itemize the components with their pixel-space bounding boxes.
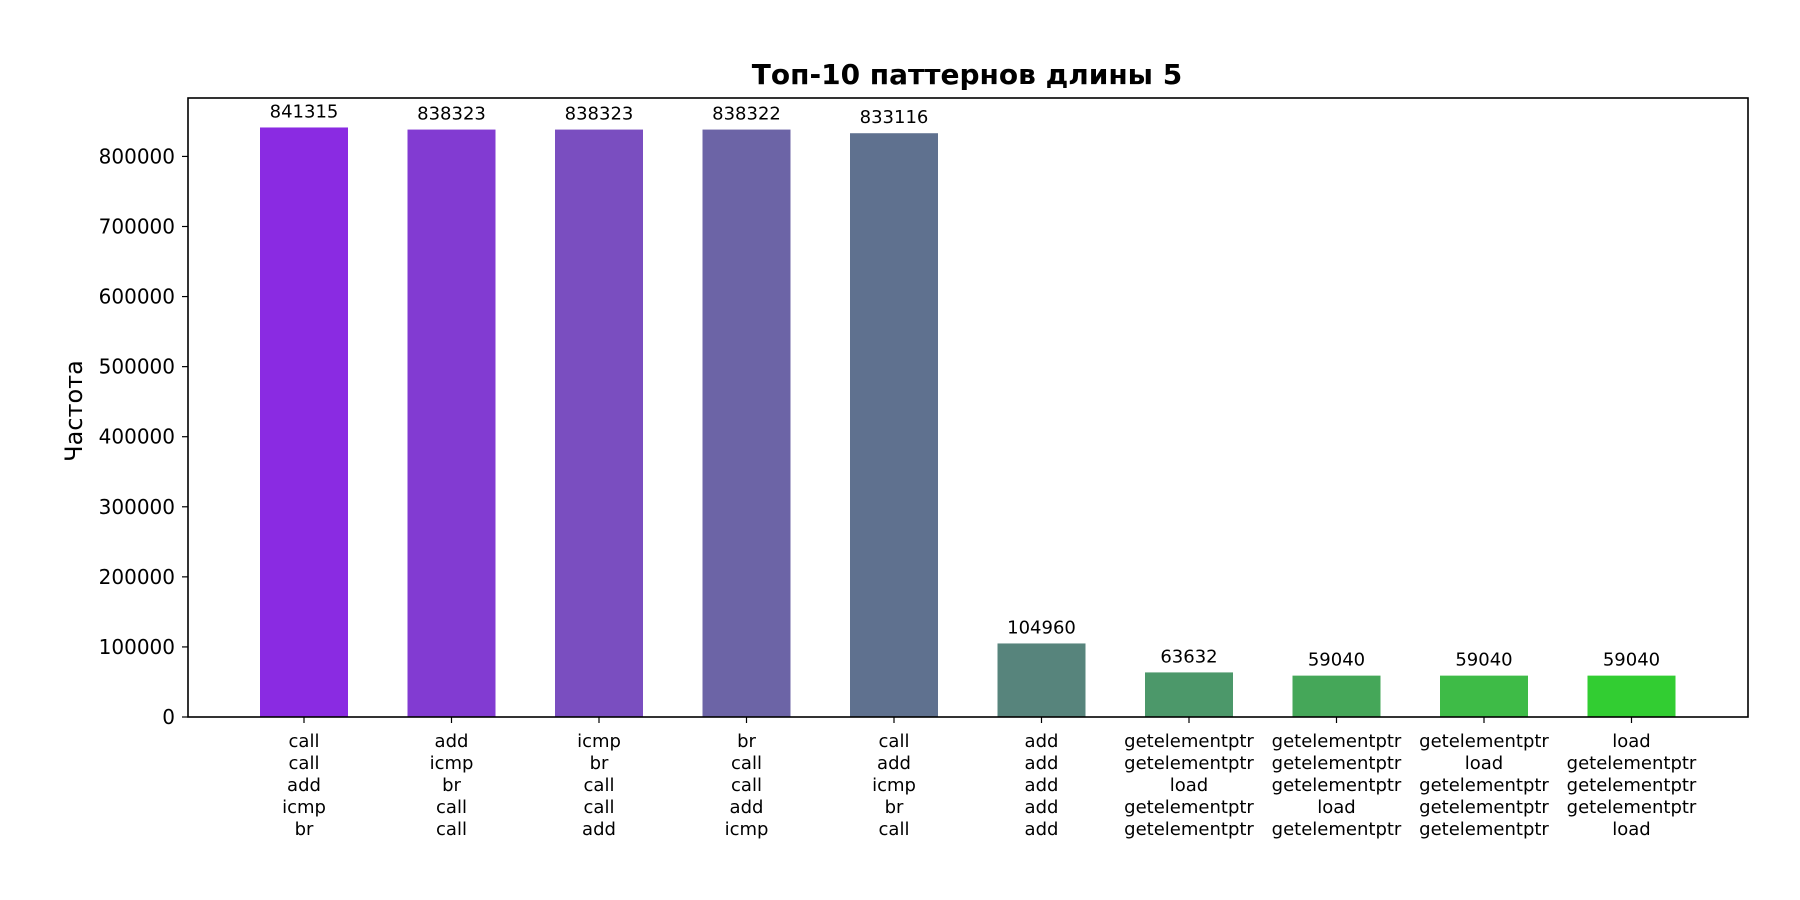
bar	[1292, 675, 1381, 717]
x-tick-label: call	[436, 819, 467, 840]
x-tick-label: load	[1170, 775, 1208, 796]
x-tick-label: load	[1612, 819, 1650, 840]
x-tick-label: br	[442, 775, 461, 796]
x-tick-label: call	[584, 775, 615, 796]
bar	[850, 133, 938, 717]
bar	[555, 129, 643, 718]
bar-value-labels: 841315 838323 838323 838322 833116 104960 6363…	[270, 101, 1660, 670]
bar-value-label: 841315	[270, 101, 339, 122]
y-tick-label: 500000	[99, 355, 175, 379]
x-tick-label: getelementptr	[1567, 775, 1697, 796]
x-tick-label: getelementptr	[1419, 775, 1549, 796]
x-tick-label: add	[730, 797, 764, 818]
x-tick-label: call	[289, 731, 320, 752]
y-axis-label: Частота	[60, 360, 88, 462]
x-tick-label: getelementptr	[1419, 819, 1549, 840]
x-tick-label: icmp	[282, 797, 326, 818]
x-tick-label: icmp	[577, 731, 621, 752]
x-tick-label: getelementptr	[1419, 797, 1549, 818]
x-tick-label: getelementptr	[1419, 731, 1549, 752]
x-tick-label: load	[1317, 797, 1355, 818]
x-tick-label: call	[584, 797, 615, 818]
x-tick-label: add	[1025, 731, 1059, 752]
bar-value-label: 63632	[1160, 646, 1217, 667]
bar-value-label: 838323	[565, 104, 634, 125]
x-tick-label: call	[879, 819, 910, 840]
bar	[702, 129, 791, 717]
x-tick-label: getelementptr	[1272, 753, 1402, 774]
x-tick-label: load	[1612, 731, 1650, 752]
bar	[407, 129, 496, 718]
x-axis: callcalladdicmpbraddicmpbrcallcallicmpbr…	[282, 717, 1697, 840]
x-tick-label: add	[287, 775, 321, 796]
bar	[1440, 675, 1528, 717]
bar	[1145, 672, 1233, 717]
bar	[1587, 675, 1676, 717]
x-tick-label: getelementptr	[1124, 731, 1254, 752]
x-tick-label: getelementptr	[1272, 775, 1402, 796]
x-tick-label: icmp	[725, 819, 769, 840]
x-tick-label: call	[289, 753, 320, 774]
bar-value-label: 838323	[417, 104, 486, 125]
y-axis: 0 100000 200000 300000 400000 500000 600000 700…	[99, 144, 188, 729]
x-tick-label: add	[435, 731, 469, 752]
x-tick-label: call	[731, 775, 762, 796]
x-tick-label: add	[582, 819, 616, 840]
bar-value-label: 833116	[860, 107, 929, 128]
x-tick-label: add	[1025, 775, 1059, 796]
x-tick-label: load	[1465, 753, 1503, 774]
bar-value-label: 59040	[1455, 650, 1512, 671]
y-tick-label: 600000	[99, 285, 175, 309]
x-tick-label: br	[590, 753, 609, 774]
y-tick-label: 200000	[99, 565, 175, 589]
x-tick-label: call	[731, 753, 762, 774]
chart-title: Топ-10 паттернов длины 5	[752, 58, 1182, 91]
x-tick-label: getelementptr	[1124, 753, 1254, 774]
x-tick-label: add	[1025, 819, 1059, 840]
y-tick-label: 800000	[99, 144, 175, 168]
x-tick-label: getelementptr	[1124, 797, 1254, 818]
bar-value-label: 59040	[1603, 650, 1660, 671]
x-tick-label: getelementptr	[1567, 753, 1697, 774]
y-tick-label: 700000	[99, 214, 175, 238]
x-tick-label: getelementptr	[1272, 731, 1402, 752]
x-tick-label: getelementptr	[1567, 797, 1697, 818]
x-tick-label: getelementptr	[1124, 819, 1254, 840]
bars	[260, 127, 1676, 718]
bar-value-label: 59040	[1308, 650, 1365, 671]
plot-frame	[187, 97, 1749, 718]
bar	[997, 643, 1086, 717]
x-tick-label: add	[877, 753, 911, 774]
x-tick-label: icmp	[872, 775, 916, 796]
y-tick-label: 400000	[99, 425, 175, 449]
x-tick-label: br	[885, 797, 904, 818]
bar-value-label: 104960	[1007, 617, 1076, 638]
x-tick-label: add	[1025, 797, 1059, 818]
x-tick-label: br	[295, 819, 314, 840]
x-tick-label: getelementptr	[1272, 819, 1402, 840]
x-tick-label: call	[436, 797, 467, 818]
x-tick-label: call	[879, 731, 910, 752]
bar-value-label: 838322	[712, 104, 781, 125]
y-tick-label: 0	[162, 705, 175, 729]
x-tick-label: icmp	[430, 753, 474, 774]
y-tick-label: 100000	[99, 635, 175, 659]
x-tick-label: br	[737, 731, 756, 752]
bar	[260, 127, 348, 717]
x-tick-label: add	[1025, 753, 1059, 774]
y-tick-label: 300000	[99, 495, 175, 519]
